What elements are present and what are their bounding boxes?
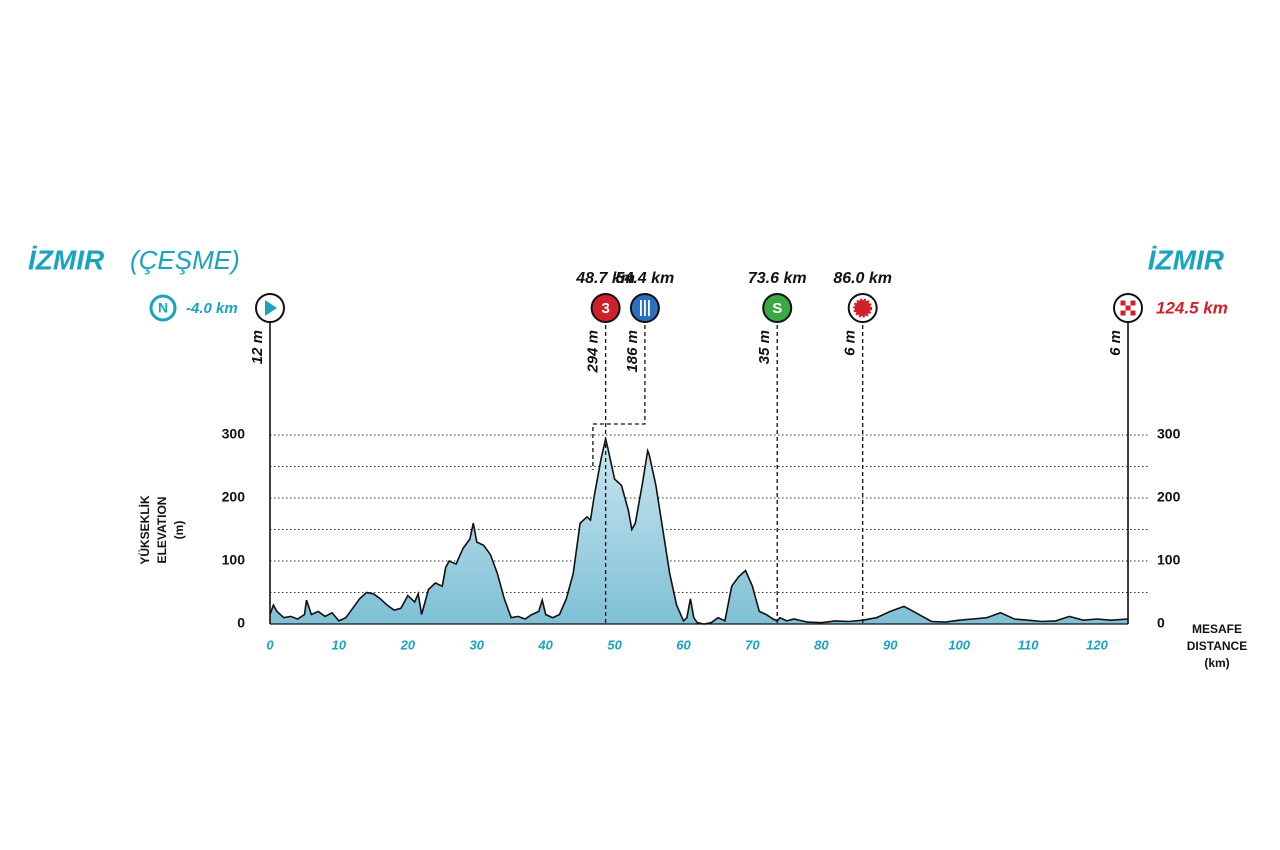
x-tick-label: 80 [814,637,829,652]
start-title: İZMIR [28,244,105,275]
neutral-icon-circle [149,294,177,322]
marker-km: 48.7 km [575,270,635,287]
x-tick-label: 0 [266,637,274,652]
y-axis-label: ELEVATION [155,497,169,564]
y-tick-label: 300 [222,426,246,442]
y-axis-label: YÜKSEKLİK [137,495,152,565]
start-arrow [265,300,277,316]
finish-check [1120,300,1126,306]
marker-icon [762,293,793,323]
finish-check [1120,310,1126,316]
x-axis-label: DISTANCE [1187,639,1247,653]
y-tick-label-right: 0 [1157,615,1165,631]
x-tick-label: 90 [883,637,898,652]
y-tick-label-right: 200 [1157,489,1181,505]
finish-check [1125,305,1131,311]
sprint-symbol [853,298,873,318]
feed-symbol [640,300,650,316]
y-tick-label: 200 [222,489,246,505]
start-subtitle: (ÇEŞME) [130,245,240,275]
x-tick-label: 10 [332,637,347,652]
marker-icon-text: 3 [601,300,609,317]
marker-elevation: 186 m [624,330,641,373]
y-tick-label: 0 [237,615,245,631]
x-tick-label: 30 [470,637,485,652]
neutral-icon: N [158,300,168,316]
finish-label: 124.5 km [1156,298,1228,317]
finish-title: İZMIR [1148,244,1225,275]
marker-km: 54.4 km [616,270,675,287]
marker-line [592,318,646,470]
x-tick-label: 40 [537,637,553,652]
elevation-area [270,438,1129,624]
marker-icon-text: S [772,300,782,317]
marker-km: 86.0 km [833,270,892,287]
neutral-label: -4.0 km [186,300,238,317]
y-tick-label: 100 [222,552,246,568]
x-tick-label: 20 [400,637,416,652]
marker-elevation: 6 m [1107,330,1124,356]
x-axis-label: (km) [1204,656,1229,670]
finish-check [1130,310,1136,316]
x-tick-label: 60 [676,637,691,652]
marker-elevation: 12 m [249,330,266,364]
finish-check [1130,300,1136,306]
marker-icon [590,293,621,323]
x-tick-label: 110 [1018,637,1039,652]
x-tick-label: 70 [745,637,760,652]
y-tick-label-right: 300 [1157,426,1181,442]
x-tick-label: 100 [948,637,970,652]
elevation-line [269,438,1129,625]
x-axis-label: MESAFE [1192,622,1242,636]
marker-elevation: 294 m [585,330,602,374]
marker-elevation: 6 m [842,330,859,356]
marker-elevation: 35 m [756,330,773,364]
y-axis-label: (m) [172,521,186,540]
marker-km: 73.6 km [748,270,807,287]
y-tick-label-right: 100 [1157,552,1181,568]
x-tick-label: 50 [607,637,622,652]
x-tick-label: 120 [1086,637,1108,652]
